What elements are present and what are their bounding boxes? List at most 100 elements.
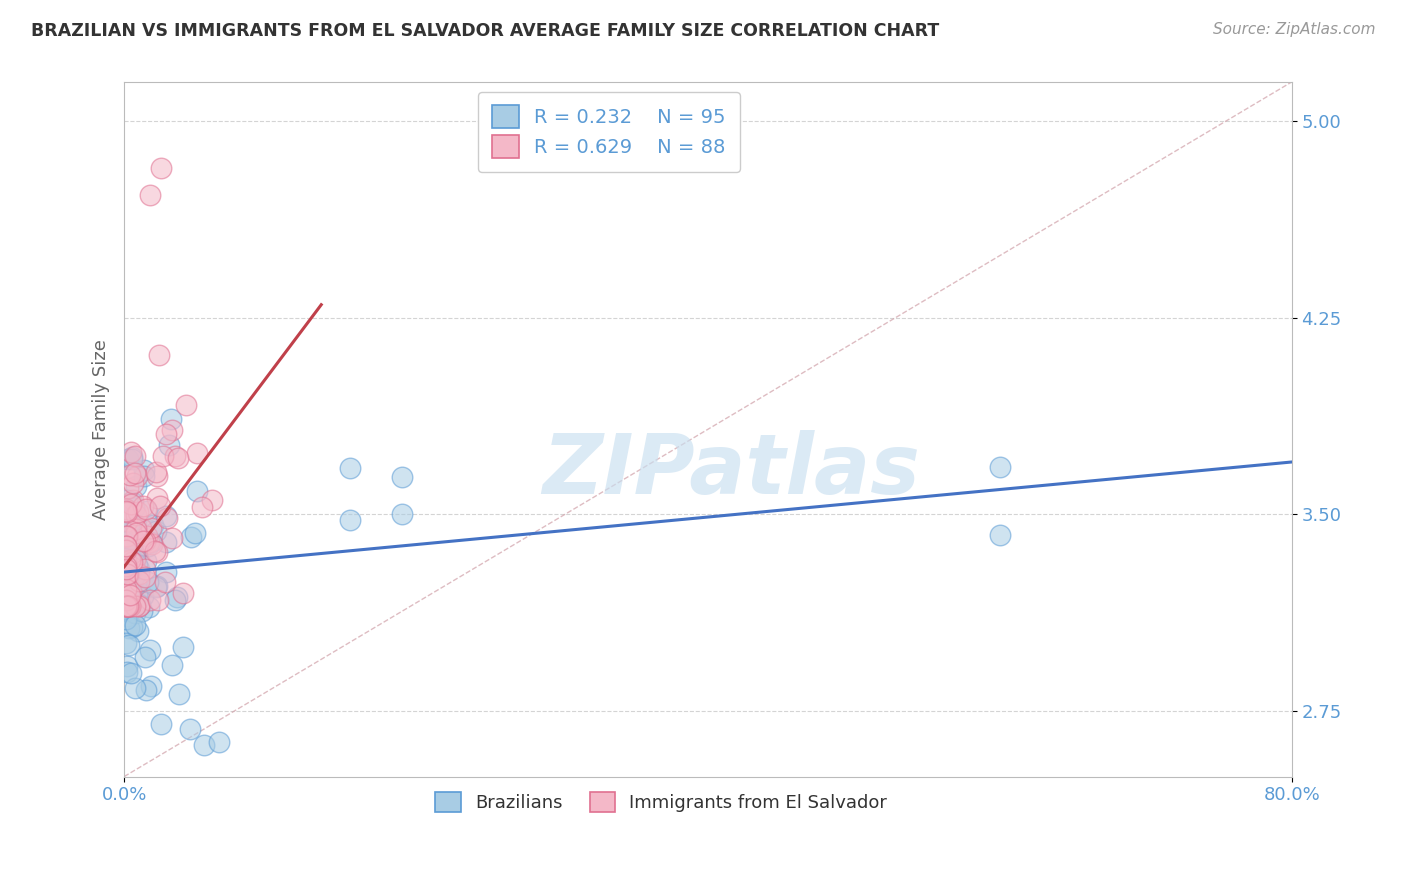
Point bbox=[121, 582, 143, 597]
Point bbox=[146, 545, 169, 559]
Point bbox=[128, 599, 150, 614]
Point bbox=[127, 558, 149, 572]
Point bbox=[121, 619, 143, 633]
Point bbox=[124, 617, 146, 632]
Point bbox=[125, 526, 148, 541]
Point bbox=[115, 599, 138, 614]
Point bbox=[115, 528, 138, 542]
Point bbox=[121, 495, 143, 509]
Point bbox=[132, 500, 155, 514]
Point bbox=[148, 348, 170, 362]
Point bbox=[115, 558, 138, 573]
Point bbox=[146, 592, 169, 607]
Point bbox=[114, 611, 136, 625]
Text: Source: ZipAtlas.com: Source: ZipAtlas.com bbox=[1212, 22, 1375, 37]
Point bbox=[114, 588, 136, 602]
Point bbox=[121, 555, 143, 569]
Point bbox=[120, 552, 142, 566]
Point bbox=[121, 451, 143, 466]
Point bbox=[139, 593, 162, 607]
Point bbox=[122, 500, 145, 515]
Point bbox=[128, 562, 150, 576]
Point bbox=[139, 521, 162, 535]
Point bbox=[122, 569, 145, 583]
Point bbox=[127, 624, 149, 638]
Point bbox=[114, 554, 136, 568]
Point bbox=[134, 650, 156, 665]
Point bbox=[124, 522, 146, 536]
Point bbox=[184, 525, 207, 540]
Point bbox=[124, 681, 146, 696]
Point bbox=[118, 592, 141, 607]
Point bbox=[117, 452, 139, 467]
Point bbox=[120, 445, 142, 459]
Point bbox=[124, 599, 146, 614]
Point bbox=[122, 545, 145, 559]
Point bbox=[142, 518, 165, 533]
Point bbox=[117, 608, 139, 623]
Point bbox=[118, 599, 141, 614]
Point bbox=[160, 411, 183, 425]
Point bbox=[120, 515, 142, 529]
Point bbox=[131, 603, 153, 617]
Point bbox=[115, 539, 138, 553]
Point bbox=[121, 493, 143, 508]
Point bbox=[134, 562, 156, 576]
Point bbox=[117, 533, 139, 547]
Point bbox=[115, 665, 138, 680]
Point bbox=[125, 518, 148, 533]
Point bbox=[145, 491, 167, 506]
Point bbox=[114, 508, 136, 522]
Point bbox=[125, 468, 148, 483]
Point bbox=[155, 534, 177, 549]
Y-axis label: Average Family Size: Average Family Size bbox=[93, 339, 110, 520]
Point bbox=[172, 586, 194, 600]
Point bbox=[163, 449, 186, 463]
Point bbox=[139, 187, 162, 202]
Legend: Brazilians, Immigrants from El Salvador: Brazilians, Immigrants from El Salvador bbox=[429, 784, 894, 820]
Point bbox=[115, 540, 138, 554]
Point bbox=[128, 566, 150, 581]
Point bbox=[114, 551, 136, 566]
Point bbox=[391, 508, 413, 522]
Point bbox=[124, 466, 146, 480]
Point bbox=[191, 500, 214, 514]
Point bbox=[114, 501, 136, 516]
Point bbox=[114, 592, 136, 607]
Point bbox=[115, 493, 138, 508]
Point bbox=[118, 621, 141, 635]
Point bbox=[114, 599, 136, 614]
Point bbox=[166, 590, 188, 604]
Point bbox=[160, 657, 183, 672]
Point bbox=[122, 476, 145, 491]
Point bbox=[156, 511, 179, 525]
Point bbox=[138, 599, 160, 614]
Point bbox=[127, 587, 149, 601]
Point bbox=[114, 562, 136, 576]
Point bbox=[138, 534, 160, 549]
Point bbox=[208, 735, 231, 749]
Point bbox=[120, 532, 142, 546]
Text: BRAZILIAN VS IMMIGRANTS FROM EL SALVADOR AVERAGE FAMILY SIZE CORRELATION CHART: BRAZILIAN VS IMMIGRANTS FROM EL SALVADOR… bbox=[31, 22, 939, 40]
Point bbox=[155, 426, 177, 441]
Point bbox=[129, 598, 152, 612]
Point bbox=[167, 451, 190, 466]
Point bbox=[120, 497, 142, 511]
Point bbox=[193, 738, 215, 752]
Point bbox=[125, 594, 148, 608]
Point bbox=[114, 582, 136, 596]
Point bbox=[114, 577, 136, 591]
Text: ZIPatlas: ZIPatlas bbox=[543, 431, 921, 511]
Point bbox=[127, 532, 149, 546]
Point bbox=[118, 467, 141, 482]
Point bbox=[136, 575, 159, 590]
Point bbox=[155, 566, 177, 580]
Point bbox=[125, 522, 148, 536]
Point bbox=[124, 449, 146, 463]
Point bbox=[186, 446, 208, 460]
Point bbox=[117, 564, 139, 578]
Point bbox=[143, 544, 166, 558]
Point bbox=[157, 438, 180, 452]
Point bbox=[115, 529, 138, 543]
Point bbox=[114, 604, 136, 618]
